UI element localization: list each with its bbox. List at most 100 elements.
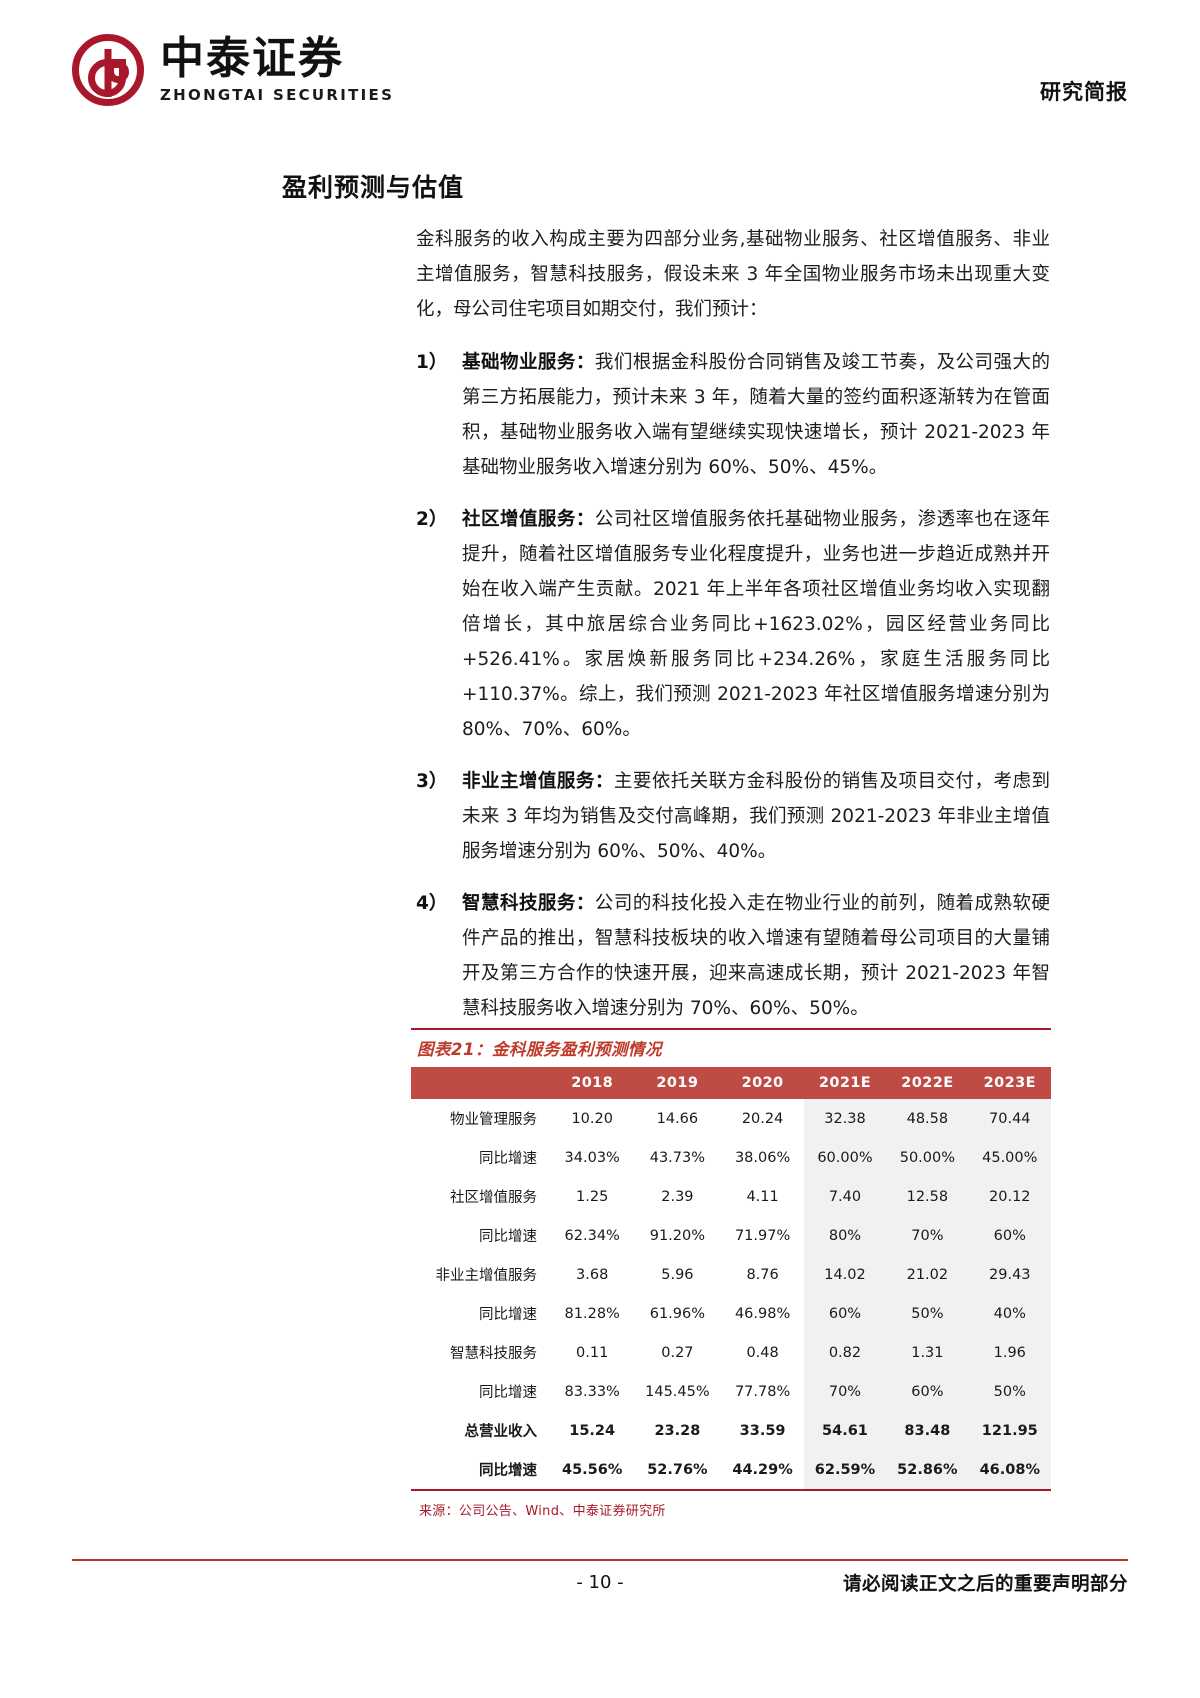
forecast-assumption-list: 1） 基础物业服务：我们根据金科股份合同销售及竣工节奏，及公司强大的第三方拓展能力… bbox=[416, 345, 1050, 1026]
lead-paragraph: 金科服务的收入构成主要为四部分业务,基础物业服务、社区增值服务、非业主增值服务，… bbox=[416, 229, 1050, 320]
table-cell: 38.06% bbox=[721, 1138, 804, 1177]
list-item: 2） 社区增值服务：公司社区增值服务依托基础物业服务，渗透率也在逐年提升，随着社区… bbox=[416, 502, 1050, 747]
table-cell: 50% bbox=[886, 1294, 969, 1333]
exhibit-21: 图表21：金科服务盈利预测情况 2018 2019 2020 2021E 202… bbox=[411, 1028, 1051, 1519]
list-item-text: 公司社区增值服务依托基础物业服务，渗透率也在逐年提升，随着社区增值服务专业化程度… bbox=[462, 509, 1050, 740]
table-header-row: 2018 2019 2020 2021E 2022E 2023E bbox=[411, 1067, 1051, 1099]
table-cell: 5.96 bbox=[633, 1255, 722, 1294]
brand-name-cn: 中泰证券 bbox=[160, 33, 344, 85]
row-label: 同比增速 bbox=[411, 1216, 551, 1255]
table-cell: 10.20 bbox=[551, 1099, 634, 1138]
logo-swirl-shape bbox=[107, 61, 129, 83]
table-cell: 48.58 bbox=[886, 1099, 969, 1138]
table-cell: 12.58 bbox=[886, 1177, 969, 1216]
zhongtai-logo-icon bbox=[72, 34, 144, 106]
list-item: 1） 基础物业服务：我们根据金科股份合同销售及竣工节奏，及公司强大的第三方拓展能力… bbox=[416, 345, 1050, 485]
table-cell: 46.08% bbox=[968, 1450, 1051, 1489]
table-row: 同比增速 45.56% 52.76% 44.29% 62.59% 52.86% 46.08% bbox=[411, 1450, 1051, 1489]
table-cell: 80% bbox=[803, 1216, 887, 1255]
table-cell: 15.24 bbox=[551, 1411, 634, 1450]
table-cell: 32.38 bbox=[803, 1099, 887, 1138]
row-label: 同比增速 bbox=[411, 1294, 551, 1333]
table-row: 同比增速 34.03% 43.73% 38.06% 60.00% 50.00% 45.00% bbox=[411, 1138, 1051, 1177]
table-cell: 70% bbox=[886, 1216, 969, 1255]
table-cell: 52.76% bbox=[633, 1450, 722, 1489]
table-cell: 44.29% bbox=[721, 1450, 804, 1489]
table-cell: 0.27 bbox=[633, 1333, 722, 1372]
list-item-marker: 4） bbox=[416, 893, 448, 914]
list-item-marker: 3） bbox=[416, 771, 448, 792]
table-cell: 33.59 bbox=[721, 1411, 804, 1450]
exhibit-source: 来源：公司公告、Wind、中泰证券研究所 bbox=[419, 1504, 666, 1519]
table-row: 社区增值服务 1.25 2.39 4.11 7.40 12.58 20.12 bbox=[411, 1177, 1051, 1216]
table-row: 物业管理服务 10.20 14.66 20.24 32.38 48.58 70.44 bbox=[411, 1099, 1051, 1138]
list-item-text: 我们根据金科股份合同销售及竣工节奏，及公司强大的第三方拓展能力，预计未来 3 年… bbox=[462, 352, 1050, 478]
table-cell: 60.00% bbox=[803, 1138, 887, 1177]
row-label: 总营业收入 bbox=[411, 1411, 551, 1450]
row-label: 智慧科技服务 bbox=[411, 1333, 551, 1372]
table-cell: 60% bbox=[803, 1294, 887, 1333]
list-item-lead: 社区增值服务： bbox=[462, 509, 595, 530]
list-item-text: 主要依托关联方金科股份的销售及项目交付，考虑到未来 3 年均为销售及交付高峰期，… bbox=[462, 771, 1050, 862]
list-item-marker: 1） bbox=[416, 352, 448, 373]
table-cell: 0.11 bbox=[551, 1333, 634, 1372]
page-number: - 10 - bbox=[576, 1572, 624, 1593]
table-cell: 1.31 bbox=[886, 1333, 969, 1372]
table-cell: 45.56% bbox=[551, 1450, 634, 1489]
table-cell: 29.43 bbox=[968, 1255, 1051, 1294]
table-header: 2018 2019 2020 2021E 2022E 2023E bbox=[411, 1067, 1051, 1099]
table-cell: 23.28 bbox=[633, 1411, 722, 1450]
table-cell: 52.86% bbox=[886, 1450, 969, 1489]
table-cell: 83.33% bbox=[551, 1372, 634, 1411]
column-header-2018: 2018 bbox=[551, 1067, 634, 1099]
table-cell: 70% bbox=[803, 1372, 887, 1411]
table-cell: 0.82 bbox=[803, 1333, 887, 1372]
table-cell: 20.12 bbox=[968, 1177, 1051, 1216]
column-header-2023e: 2023E bbox=[968, 1067, 1051, 1099]
row-label: 同比增速 bbox=[411, 1450, 551, 1489]
table-cell: 0.48 bbox=[721, 1333, 804, 1372]
list-item-text: 公司的科技化投入走在物业行业的前列，随着成熟软硬件产品的推出，智慧科技板块的收入… bbox=[462, 893, 1050, 1019]
table-cell: 50% bbox=[968, 1372, 1051, 1411]
table-cell: 62.59% bbox=[803, 1450, 887, 1489]
table-cell: 2.39 bbox=[633, 1177, 722, 1216]
footer-disclaimer: 请必阅读正文之后的重要声明部分 bbox=[842, 1574, 1128, 1595]
table-cell: 81.28% bbox=[551, 1294, 634, 1333]
table-cell: 1.25 bbox=[551, 1177, 634, 1216]
column-header-2022e: 2022E bbox=[886, 1067, 969, 1099]
row-label: 社区增值服务 bbox=[411, 1177, 551, 1216]
row-label: 物业管理服务 bbox=[411, 1099, 551, 1138]
table-row: 非业主增值服务 3.68 5.96 8.76 14.02 21.02 29.43 bbox=[411, 1255, 1051, 1294]
table-cell: 62.34% bbox=[551, 1216, 634, 1255]
table-cell: 91.20% bbox=[633, 1216, 722, 1255]
table-cell: 70.44 bbox=[968, 1099, 1051, 1138]
table-cell: 43.73% bbox=[633, 1138, 722, 1177]
table-cell: 4.11 bbox=[721, 1177, 804, 1216]
brand-text: 中泰证券 ZHONGTAI SECURITIES bbox=[160, 33, 395, 104]
column-header-label bbox=[411, 1067, 551, 1099]
list-item: 4） 智慧科技服务：公司的科技化投入走在物业行业的前列，随着成熟软硬件产品的推出，… bbox=[416, 886, 1050, 1026]
table-cell: 20.24 bbox=[721, 1099, 804, 1138]
table-cell: 1.96 bbox=[968, 1333, 1051, 1372]
table-cell: 71.97% bbox=[721, 1216, 804, 1255]
document-type-label: 研究简报 bbox=[1040, 80, 1128, 104]
table-body: 物业管理服务 10.20 14.66 20.24 32.38 48.58 70.44 同比增速… bbox=[411, 1099, 1051, 1489]
page-title: 盈利预测与估值 bbox=[282, 173, 465, 202]
page-header: 中泰证券 ZHONGTAI SECURITIES 研究简报 bbox=[0, 0, 1200, 140]
table-cell: 77.78% bbox=[721, 1372, 804, 1411]
table-cell: 14.02 bbox=[803, 1255, 887, 1294]
row-label: 同比增速 bbox=[411, 1138, 551, 1177]
brand-logo: 中泰证券 ZHONGTAI SECURITIES bbox=[72, 34, 394, 106]
table-cell: 83.48 bbox=[886, 1411, 969, 1450]
table-cell: 7.40 bbox=[803, 1177, 887, 1216]
list-item: 3） 非业主增值服务：主要依托关联方金科股份的销售及项目交付，考虑到未来 3 年均… bbox=[416, 764, 1050, 869]
table-cell: 121.95 bbox=[968, 1411, 1051, 1450]
table-row: 智慧科技服务 0.11 0.27 0.48 0.82 1.31 1.96 bbox=[411, 1333, 1051, 1372]
table-cell: 40% bbox=[968, 1294, 1051, 1333]
list-item-lead: 基础物业服务： bbox=[462, 352, 595, 373]
table-cell: 45.00% bbox=[968, 1138, 1051, 1177]
brand-name-en: ZHONGTAI SECURITIES bbox=[160, 85, 395, 104]
table-cell: 8.76 bbox=[721, 1255, 804, 1294]
body-column: 金科服务的收入构成主要为四部分业务,基础物业服务、社区增值服务、非业主增值服务，… bbox=[416, 222, 1050, 1043]
table-cell: 54.61 bbox=[803, 1411, 887, 1450]
